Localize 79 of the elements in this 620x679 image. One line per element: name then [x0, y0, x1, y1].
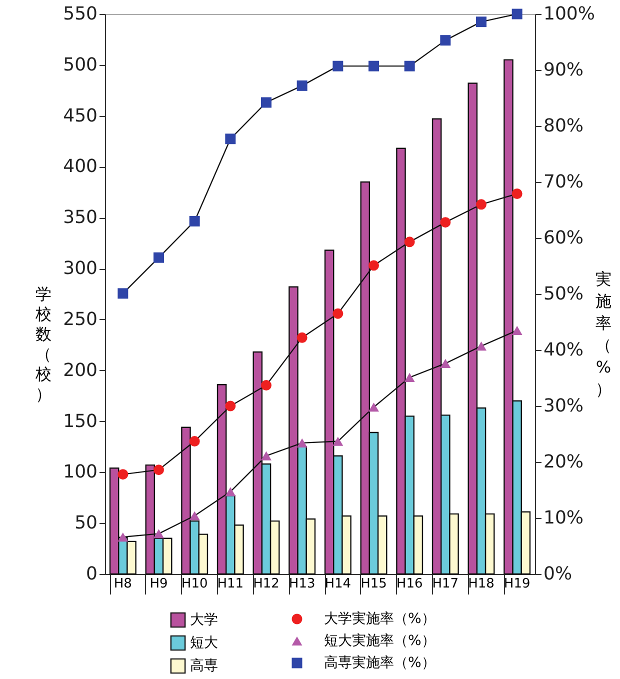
- point: [476, 16, 486, 28]
- point: [368, 402, 379, 412]
- legend-label: 大学: [190, 612, 218, 628]
- y2-tick-label: 0%: [544, 564, 572, 584]
- x-tick-label: H8: [114, 576, 132, 592]
- x-tick-label: H15: [360, 576, 387, 592]
- point: [440, 35, 451, 46]
- y-tick-label: 50: [74, 512, 98, 534]
- point: [296, 438, 308, 448]
- point: [189, 511, 200, 520]
- point: [332, 436, 344, 446]
- y2-axis-title: 実施率（%）: [596, 270, 612, 398]
- x-tick-label: H16: [396, 576, 423, 592]
- x-tick-label: H19: [504, 576, 530, 592]
- point: [296, 332, 308, 343]
- point: [189, 436, 200, 447]
- y2-tick-label: 10%: [544, 508, 584, 528]
- point: [332, 308, 344, 319]
- y-axis-title: 学校数（校）: [34, 284, 52, 404]
- point: [261, 380, 272, 391]
- x-tick-label: H13: [288, 576, 316, 592]
- y2-tick-label: 90%: [544, 60, 584, 80]
- point: [118, 532, 128, 542]
- y2-tick-label: 70%: [544, 172, 584, 192]
- y2-tick-label: 20%: [544, 452, 584, 472]
- y2-tick-label: 80%: [544, 116, 584, 136]
- x-tick-label: H18: [468, 576, 494, 592]
- x-tick-label: H11: [217, 576, 244, 592]
- x-tick-label: H17: [432, 576, 459, 592]
- y-tick-label: 500: [63, 54, 98, 76]
- x-tick-label: H10: [181, 576, 208, 592]
- point: [225, 400, 236, 412]
- point: [332, 60, 344, 72]
- y-tick-label: 100: [63, 462, 98, 483]
- point: [154, 529, 164, 538]
- point: [189, 216, 200, 226]
- point: [261, 97, 272, 108]
- point: [476, 342, 486, 351]
- point: [154, 252, 164, 263]
- y-tick-label: 550: [63, 4, 98, 24]
- y-tick-label: 450: [63, 105, 98, 126]
- y2-tick-label: 40%: [544, 340, 584, 360]
- point: [118, 469, 128, 480]
- point: [404, 372, 415, 382]
- point: [512, 8, 522, 20]
- x-tick-label: H14: [324, 576, 352, 592]
- legend-label: 高専: [190, 658, 218, 674]
- point: [404, 60, 415, 72]
- x-tick-label: H9: [150, 576, 168, 592]
- y-tick-label: 200: [63, 360, 98, 381]
- x-tick-label: H12: [253, 576, 280, 592]
- legend-label: 短大: [190, 635, 218, 651]
- y2-tick-label: 60%: [544, 228, 584, 248]
- point: [154, 464, 164, 476]
- legend-label: 短大実施率（%）: [324, 633, 436, 649]
- y-tick-label: 300: [63, 258, 98, 280]
- y2-tick-label: 100%: [544, 4, 595, 24]
- point: [225, 487, 236, 496]
- point: [512, 188, 522, 199]
- y-tick-label: 250: [63, 308, 98, 330]
- point: [404, 236, 415, 248]
- y2-tick-label: 30%: [544, 396, 584, 416]
- point: [261, 451, 272, 460]
- y-tick-label: 400: [63, 156, 98, 178]
- point: [440, 358, 451, 368]
- point: [296, 80, 308, 91]
- legend-label: 高専実施率（%）: [324, 655, 436, 671]
- point: [368, 260, 379, 271]
- point: [368, 60, 379, 72]
- y-tick-label: 0: [86, 564, 98, 584]
- y-tick-label: 150: [63, 410, 98, 432]
- point: [225, 134, 236, 144]
- point: [440, 217, 451, 228]
- y-tick-label: 350: [63, 207, 98, 228]
- point: [476, 199, 486, 210]
- point: [512, 326, 522, 335]
- point: [118, 288, 128, 299]
- legend-label: 大学実施率（%）: [324, 611, 436, 627]
- y2-tick-label: 50%: [544, 284, 584, 304]
